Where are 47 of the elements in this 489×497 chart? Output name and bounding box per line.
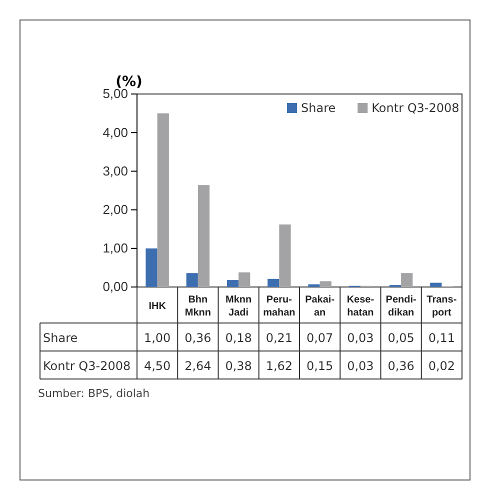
data-label: 1,62 bbox=[266, 359, 293, 373]
data-label: 0,03 bbox=[347, 331, 374, 345]
data-label: 0,36 bbox=[388, 359, 414, 373]
y-tick-label: 0,00 bbox=[102, 279, 128, 294]
x-tick-label: Mknn Jadi bbox=[226, 294, 252, 318]
data-label: 2,64 bbox=[184, 359, 212, 373]
bar bbox=[268, 278, 280, 287]
bar bbox=[430, 282, 442, 287]
data-label: 0,18 bbox=[225, 331, 252, 345]
bar bbox=[279, 224, 291, 287]
data-label: 0,03 bbox=[347, 359, 374, 373]
x-tick-label: Pakai- an bbox=[305, 294, 335, 318]
data-label: 1,00 bbox=[144, 331, 171, 345]
data-label: 0,02 bbox=[428, 359, 456, 373]
bar bbox=[238, 272, 250, 287]
data-label: 0,07 bbox=[306, 331, 334, 345]
bar bbox=[401, 273, 413, 287]
y-tick-label: 4,00 bbox=[102, 124, 128, 140]
y-tick-label: 1,00 bbox=[102, 240, 128, 256]
text: Share bbox=[43, 331, 78, 345]
x-tick-label: Pendi- dikan bbox=[386, 294, 416, 318]
bar bbox=[198, 185, 210, 287]
data-label: 0,15 bbox=[306, 359, 334, 373]
bar bbox=[146, 248, 158, 287]
data-label: 4,50 bbox=[144, 359, 171, 373]
x-tick-label: Trans- port bbox=[426, 294, 457, 318]
bar bbox=[157, 113, 169, 287]
text: Sumber: BPS, diolah bbox=[38, 387, 150, 400]
y-tick-label: 3,00 bbox=[102, 163, 128, 178]
x-tick-label: Kese- hatan bbox=[346, 294, 374, 318]
data-label: 0,05 bbox=[388, 331, 414, 345]
x-tick-label: Bhn Mknn bbox=[184, 294, 211, 318]
bar bbox=[186, 273, 198, 287]
y-tick-label: 2,00 bbox=[102, 202, 128, 217]
text: Kontr Q3-2008 bbox=[43, 359, 131, 373]
legend-label: Kontr Q3-2008 bbox=[372, 101, 460, 115]
bar bbox=[308, 284, 320, 287]
data-label: 0,11 bbox=[428, 331, 456, 345]
legend-label: Share bbox=[301, 101, 336, 115]
x-tick-label: Peru- mahan bbox=[263, 294, 296, 318]
bar bbox=[320, 281, 332, 287]
data-label: 0,21 bbox=[266, 331, 293, 345]
x-tick-label: IHK bbox=[148, 301, 167, 312]
bar bbox=[226, 280, 239, 287]
chart-title: (%) bbox=[116, 74, 142, 90]
data-label: 0,36 bbox=[184, 331, 212, 345]
data-label: 0,38 bbox=[225, 359, 252, 373]
